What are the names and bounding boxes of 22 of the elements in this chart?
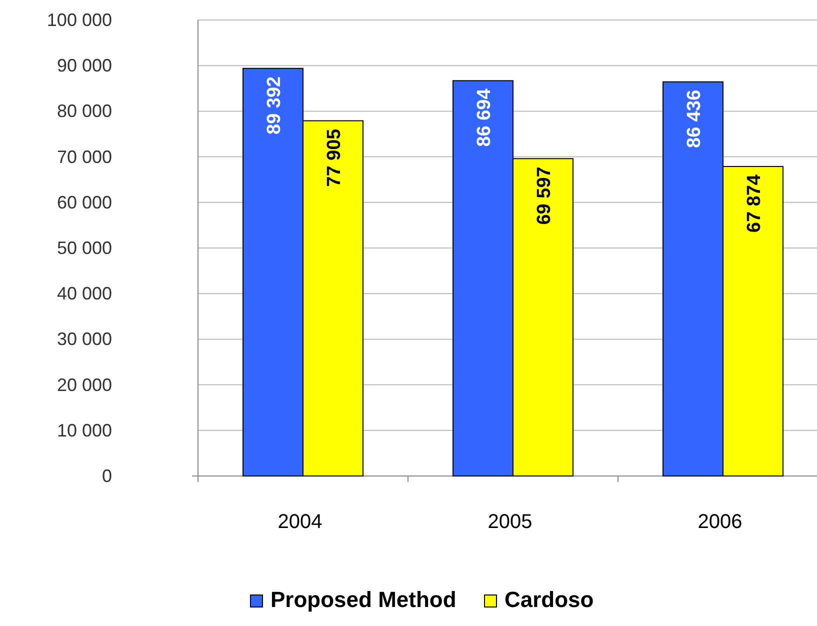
- x-tick-label: 2006: [698, 511, 742, 533]
- y-tick-label: 50 000: [56, 238, 112, 258]
- data-label: 69 597: [534, 166, 555, 225]
- y-tick-label: 80 000: [56, 101, 112, 122]
- y-tick-label: 30 000: [56, 329, 112, 350]
- data-label: 89 392: [264, 76, 285, 134]
- y-tick-label: 100 000: [46, 10, 112, 30]
- y-tick-label: 20 000: [56, 374, 112, 395]
- y-tick-label: 90 000: [56, 56, 112, 76]
- legend-label: Proposed Method: [270, 587, 456, 612]
- data-label: 86 436: [684, 90, 705, 148]
- y-tick-label: 40 000: [56, 284, 112, 304]
- y-tick-label: 60 000: [56, 192, 112, 212]
- legend-label: Cardoso: [504, 587, 594, 612]
- y-tick-label: 0: [102, 466, 112, 486]
- y-tick-label: 70 000: [56, 146, 112, 167]
- data-label: 77 905: [324, 128, 345, 187]
- data-label: 86 694: [474, 88, 495, 147]
- x-tick-label: 2004: [278, 511, 322, 533]
- data-label: 67 874: [744, 174, 765, 233]
- y-tick-label: 10 000: [56, 420, 112, 440]
- x-tick-label: 2005: [488, 511, 532, 533]
